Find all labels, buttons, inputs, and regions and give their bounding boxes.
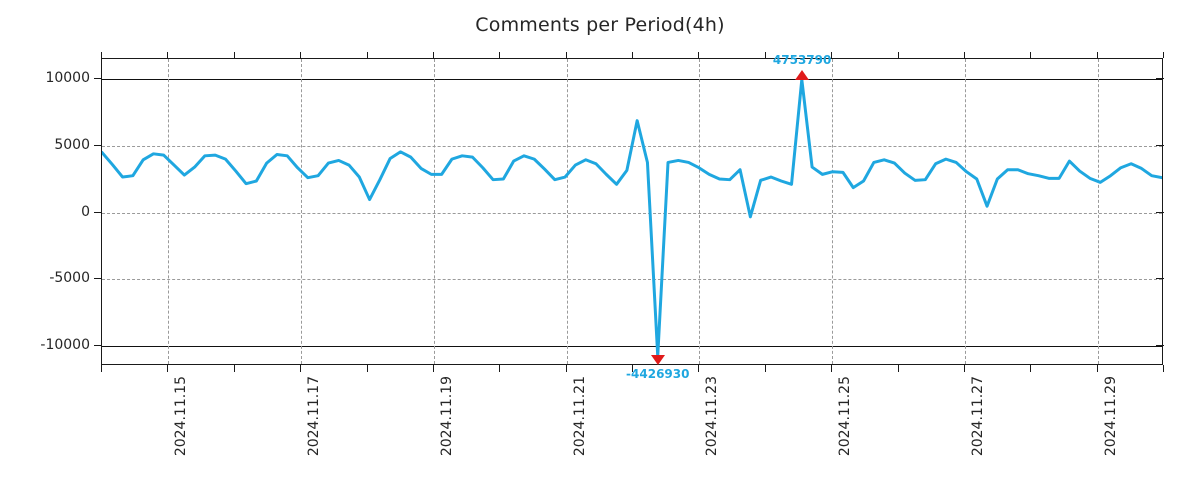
y-axis-tick-mark [94, 211, 102, 213]
x-axis-tick-mark [499, 52, 501, 58]
reference-line [102, 79, 1162, 81]
x-axis-tick-mark [565, 365, 567, 372]
x-axis-tick-mark [565, 52, 567, 58]
gridline-vertical [301, 59, 303, 364]
x-axis-tick-mark [366, 52, 368, 58]
gridline-horizontal [102, 212, 1162, 214]
gridline-vertical [699, 59, 701, 364]
x-axis-tick-label: 2024.11.21 [571, 376, 588, 457]
x-axis-tick-label: 2024.11.15 [173, 376, 190, 457]
y-axis-tick-mark [94, 78, 102, 80]
gridline-vertical [566, 59, 568, 364]
x-axis-tick-mark [101, 365, 102, 372]
y-axis-tick-mark [1156, 278, 1164, 280]
x-axis-tick-mark [499, 365, 501, 372]
gridline-horizontal [102, 279, 1162, 281]
x-axis-tick-mark [432, 52, 434, 58]
x-axis-tick-mark [831, 365, 833, 372]
x-axis-tick-mark [233, 52, 235, 58]
x-axis-tick-label: 2024.11.27 [969, 376, 986, 457]
x-axis-tick-mark [300, 365, 302, 372]
gridline-vertical [168, 59, 170, 364]
x-axis-tick-mark [764, 365, 766, 372]
x-axis-tick-mark [1030, 365, 1032, 372]
x-axis-tick-mark [1030, 52, 1032, 58]
y-axis-tick-label: -10000 [40, 336, 90, 353]
y-axis-tick-label: 0 [81, 203, 90, 220]
y-axis-tick-mark [1156, 78, 1164, 80]
x-axis-tick-mark [632, 52, 633, 58]
y-axis-tick-mark [94, 278, 102, 280]
x-axis-tick-mark [897, 365, 899, 372]
max-marker-icon [795, 69, 810, 80]
x-axis-tick-label: 2024.11.17 [306, 376, 323, 457]
x-axis-tick-mark [167, 52, 169, 58]
x-axis-tick-mark [1163, 365, 1164, 372]
x-axis-tick-label: 2024.11.25 [837, 376, 854, 457]
x-axis-tick-mark [698, 365, 700, 372]
x-axis-tick-mark [1163, 52, 1164, 58]
max-annotation: 4753790 [772, 52, 832, 67]
min-marker-icon [650, 354, 665, 365]
gridline-vertical [964, 59, 966, 364]
x-axis-tick-label: 2024.11.29 [1102, 376, 1119, 457]
x-axis-tick-mark [1096, 365, 1098, 372]
x-axis-tick-mark [897, 52, 899, 58]
x-axis-tick-mark [233, 365, 235, 372]
y-axis-tick-mark [94, 144, 102, 146]
x-axis-tick-mark [764, 52, 766, 58]
x-axis-tick-mark [300, 52, 302, 58]
x-axis-tick-mark [831, 52, 833, 58]
series-line-comments-per-period [102, 78, 1162, 358]
chart-title: Comments per Period(4h) [475, 14, 725, 36]
y-axis-tick-label: 5000 [54, 136, 90, 153]
y-axis-tick-mark [1156, 344, 1164, 346]
gridline-vertical [1097, 59, 1099, 364]
x-axis-tick-mark [963, 365, 965, 372]
x-axis-tick-mark [432, 365, 434, 372]
reference-line [102, 345, 1162, 347]
gridline-vertical [832, 59, 834, 364]
min-annotation: -4426930 [626, 366, 690, 381]
x-axis-tick-label: 2024.11.23 [704, 376, 721, 457]
y-axis-tick-label: -5000 [49, 270, 90, 287]
x-axis-tick-mark [1096, 52, 1098, 58]
x-axis-tick-label: 2024.11.19 [438, 376, 455, 457]
y-axis-tick-label: 10000 [45, 70, 90, 87]
x-axis-tick-mark [963, 52, 965, 58]
x-axis-tick-mark [366, 365, 368, 372]
gridline-vertical [433, 59, 435, 364]
x-axis-tick-mark [632, 365, 633, 372]
y-axis-tick-mark [1156, 144, 1164, 146]
x-axis-tick-mark [698, 52, 700, 58]
y-axis-tick-mark [94, 344, 102, 346]
x-axis-tick-mark [101, 52, 102, 58]
data-series-line [102, 78, 1162, 358]
x-axis-tick-mark [167, 365, 169, 372]
plot-area [101, 58, 1163, 365]
y-axis-tick-mark [1156, 211, 1164, 213]
